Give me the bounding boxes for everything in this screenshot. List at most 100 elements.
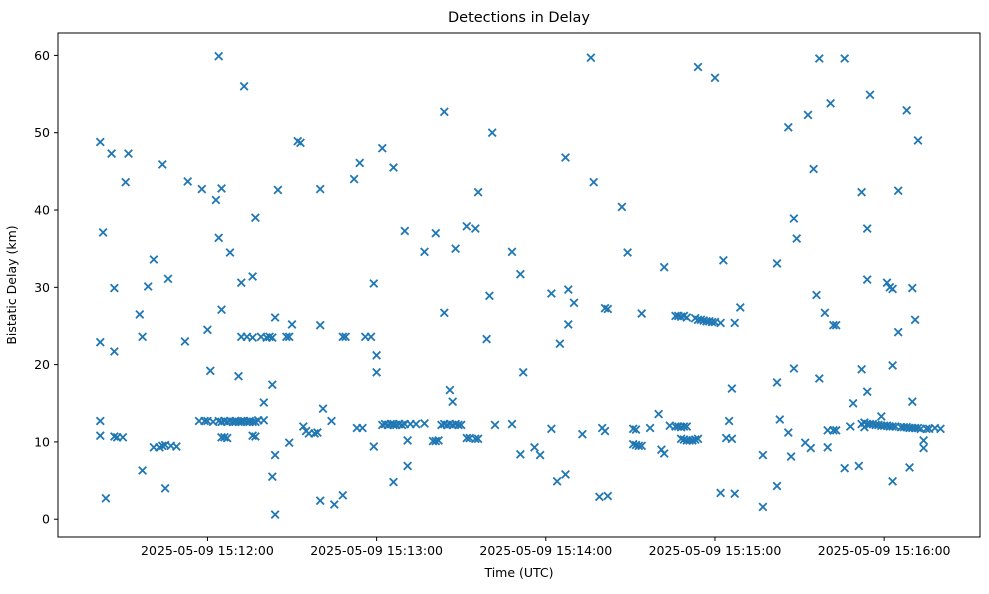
data-point-marker [397, 420, 407, 430]
data-point-marker [482, 334, 492, 344]
data-point-marker [862, 275, 872, 285]
data-point-marker [634, 441, 644, 451]
data-point-marker [814, 54, 824, 63]
data-point-marker [225, 248, 235, 257]
y-tick-label: 30 [34, 280, 50, 295]
data-point-marker [270, 450, 280, 460]
data-point-marker [451, 244, 461, 254]
data-point-marker [453, 420, 463, 430]
data-point-marker [600, 303, 610, 313]
data-point-marker [857, 364, 867, 374]
data-point-marker [831, 425, 841, 435]
data-point-marker [267, 472, 277, 482]
data-point-marker [530, 442, 539, 452]
data-point-marker [287, 319, 297, 329]
data-point-marker [518, 367, 528, 377]
data-point-marker [840, 463, 850, 473]
scatter-points [95, 51, 945, 520]
data-point-marker [783, 428, 793, 438]
data-point-marker [716, 488, 726, 498]
data-point-marker [95, 137, 105, 147]
data-point-marker [315, 320, 325, 330]
data-point-marker [202, 325, 212, 335]
data-point-marker [118, 432, 128, 442]
data-point-marker [239, 81, 249, 91]
data-point-marker [823, 442, 833, 452]
data-point-marker [913, 423, 923, 433]
axis-ticks: 2025-05-09 15:12:00 2025-05-09 15:13:00 20… [34, 48, 950, 558]
data-point-marker [919, 443, 929, 453]
x-tick-label: 2025-05-09 15:16:00 [818, 543, 951, 558]
data-point-marker [270, 510, 280, 520]
data-point-marker [893, 186, 903, 196]
data-point-marker [456, 420, 466, 430]
data-point-marker [411, 419, 421, 429]
data-point-marker [95, 337, 105, 347]
data-point-marker [403, 435, 413, 445]
data-point-marker [338, 332, 348, 342]
data-point-marker [586, 53, 596, 63]
data-point-marker [95, 431, 105, 441]
data-point-marker [577, 429, 587, 439]
data-point-marker [138, 466, 148, 475]
x-tick-label: 2025-05-09 15:14:00 [479, 543, 612, 558]
data-point-marker [775, 415, 785, 424]
data-point-marker [95, 416, 105, 426]
data-point-marker [693, 434, 703, 444]
data-point-marker [250, 213, 260, 223]
y-tick-label: 40 [34, 203, 50, 218]
data-point-marker [637, 441, 647, 451]
data-point-marker [645, 423, 655, 433]
data-point-marker [434, 435, 444, 445]
data-point-marker [109, 283, 119, 293]
data-point-marker [138, 332, 148, 342]
data-point-marker [439, 107, 449, 117]
data-point-marker [217, 305, 226, 315]
data-point-marker [327, 416, 336, 426]
data-point-marker [718, 255, 728, 265]
data-point-marker [369, 442, 379, 452]
data-point-marker [789, 364, 799, 373]
data-point-marker [157, 441, 167, 451]
data-point-marker [515, 269, 525, 279]
data-point-marker [594, 492, 604, 502]
data-point-marker [107, 149, 117, 159]
data-point-marker [828, 320, 838, 330]
data-point-marker [197, 184, 207, 194]
data-point-marker [919, 435, 929, 445]
data-point-marker [772, 377, 782, 387]
data-point-marker [338, 490, 348, 500]
data-point-marker [902, 105, 912, 115]
data-point-marker [535, 450, 545, 460]
x-axis-label: Time (UTC) [483, 565, 553, 580]
data-point-marker [284, 438, 294, 448]
data-point-marker [248, 431, 258, 441]
data-point-marker [160, 483, 170, 493]
data-point-marker [431, 436, 441, 446]
data-point-marker [758, 450, 768, 460]
data-point-marker [679, 422, 689, 431]
data-point-marker [448, 397, 458, 407]
data-point-marker [569, 298, 579, 308]
data-point-marker [205, 366, 215, 376]
data-point-marker [600, 426, 610, 436]
data-point-marker [845, 422, 855, 431]
data-point-marker [888, 476, 898, 486]
data-point-marker [143, 282, 153, 291]
data-point-marker [783, 122, 793, 132]
data-point-marker [171, 442, 181, 452]
data-point-marker [124, 149, 133, 159]
y-tick-label: 20 [34, 357, 50, 372]
data-point-marker [403, 461, 413, 471]
data-point-marker [484, 291, 494, 301]
x-tick-label: 2025-05-09 15:12:00 [141, 543, 274, 558]
data-point-marker [865, 90, 875, 100]
data-point-marker [803, 110, 813, 120]
data-point-marker [840, 54, 850, 63]
data-point-marker [654, 409, 664, 419]
data-point-marker [214, 233, 224, 243]
data-point-marker [389, 163, 398, 172]
data-point-marker [312, 428, 322, 438]
data-point-marker [267, 380, 277, 390]
